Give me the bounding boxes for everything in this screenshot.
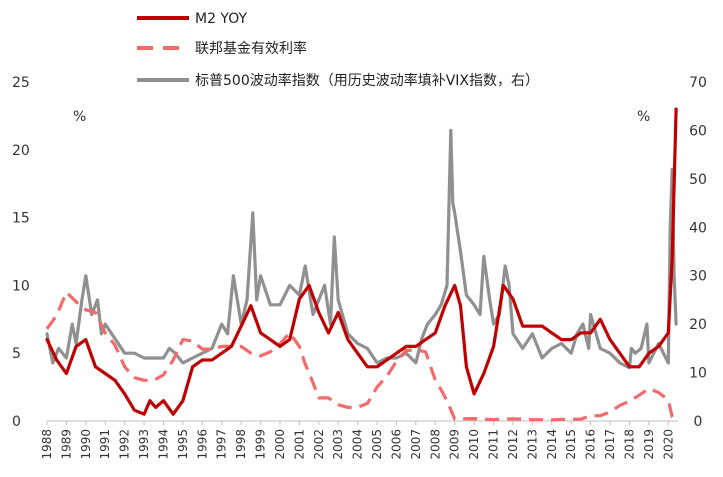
x-tick-label: 2006 [389,429,403,460]
x-tick-label: 2004 [351,429,365,460]
y-right-tick-label: 20 [689,317,707,333]
y-right-tick-label: 50 [689,172,707,188]
x-tick-label: 1992 [118,429,132,460]
y-left-tick-label: 0 [12,414,21,430]
y-right-unit: % [637,109,650,125]
series-line-2 [45,128,678,370]
x-tick-label: 2002 [312,429,326,460]
legend: M2 YOY 联邦基金有效利率标普500波动率指数（用历史波动率填补VIX指数，右… [137,11,539,89]
x-tick-label: 1988 [40,429,54,460]
series-line-0 [45,107,678,416]
x-tick-label: 2013 [525,429,539,460]
x-tick-label: 2000 [273,429,287,460]
x-tick-label: 2014 [545,429,559,460]
x-tick-label: 1994 [156,429,170,460]
legend-label-2: 标普500波动率指数（用历史波动率填补VIX指数，右） [195,72,539,89]
x-tick-label: 2001 [292,429,306,460]
series-line-1 [45,290,678,422]
x-tick-label: 2017 [603,429,617,460]
y-right-tick-label: 70 [689,75,707,91]
x-tick-label: 2007 [409,429,423,460]
legend-label-0: M2 YOY [195,11,247,27]
x-tick-label: 2019 [642,429,656,460]
x-tick-label: 1995 [176,429,190,460]
x-tick-label: 2003 [331,429,345,460]
x-tick-label: 2015 [564,429,578,460]
x-tick-label: 1993 [137,429,151,460]
x-tick-label: 2016 [584,429,598,460]
axes: 0 5 10 15 20 25 0 10 20 30 40 50 60 70% % 1988 1989 1990 1… [12,75,707,460]
x-tick-label: 2009 [448,429,462,460]
y-left-tick-label: 5 [12,346,21,362]
x-tick-label: 2018 [622,429,636,460]
legend-label-1: 联邦基金有效利率 [195,40,307,57]
series-lines [45,107,678,422]
y-left-tick-label: 25 [12,75,30,91]
x-tick-label: 2008 [428,429,442,460]
x-tick-label: 2011 [487,429,501,460]
x-tick-label: 1996 [195,429,209,460]
y-left-unit: % [73,109,86,125]
y-right-tick-label: 30 [689,269,707,285]
x-tick-label: 1990 [79,429,93,460]
y-left-tick-label: 10 [12,278,30,294]
y-right-tick-label: 10 [689,366,707,382]
y-left-tick-label: 15 [12,211,30,227]
x-tick-label: 2012 [506,429,520,460]
x-tick-label: 1989 [59,429,73,460]
x-tick-label: 2005 [370,429,384,460]
x-tick-label: 1999 [254,429,268,460]
x-tick-label: 1997 [215,429,229,460]
x-tick-label: 2020 [661,429,675,460]
y-right-tick-label: 0 [694,414,703,430]
x-tick-label: 2010 [467,429,481,460]
x-tick-label: 1991 [98,429,112,460]
y-right-tick-label: 40 [689,220,707,236]
y-left-tick-label: 20 [12,143,30,159]
y-right-tick-label: 60 [689,123,707,139]
x-tick-label: 1998 [234,429,248,460]
